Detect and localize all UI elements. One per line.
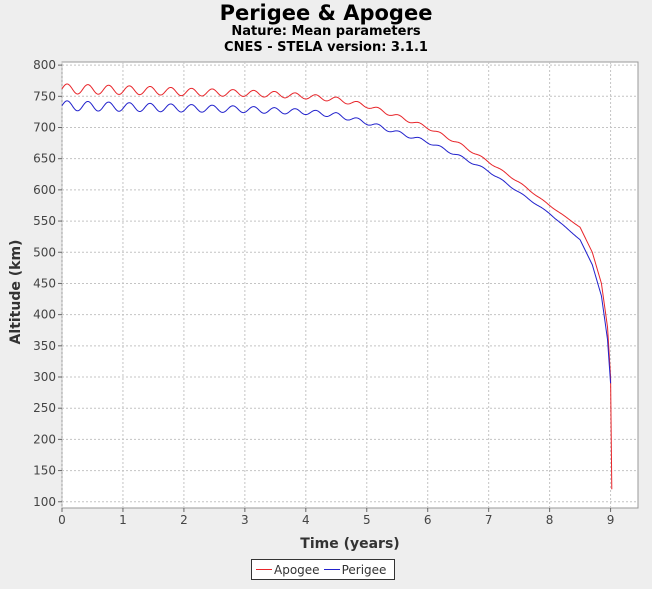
y-tick-label: 700 (33, 120, 56, 134)
y-tick-label: 300 (33, 370, 56, 384)
chart-subtitle: Nature: Mean parameters (231, 24, 421, 39)
y-tick-label: 400 (33, 308, 56, 322)
x-tick-label: 9 (607, 513, 615, 527)
series-lines (61, 83, 613, 490)
y-tick-label: 250 (33, 401, 56, 415)
legend: Apogee Perigee (251, 559, 396, 580)
series-line-apogee (61, 83, 613, 490)
x-tick-label: 5 (363, 513, 371, 527)
y-axis-ticks: 100 150 200 250 300 350 400 450 500 550 600 650 700 7… (33, 58, 62, 509)
plot-area (61, 61, 639, 509)
gridlines (61, 62, 638, 508)
x-tick-label: 2 (180, 513, 188, 527)
x-tick-label: 7 (485, 513, 493, 527)
x-axis-ticks: 0 1 2 3 4 5 6 7 8 9 (58, 508, 614, 527)
y-tick-label: 100 (33, 495, 56, 509)
x-tick-label: 3 (241, 513, 249, 527)
y-tick-label: 550 (33, 214, 56, 228)
y-tick-label: 800 (33, 58, 56, 72)
y-tick-label: 500 (33, 245, 56, 259)
y-tick-label: 350 (33, 339, 56, 353)
y-tick-label: 750 (33, 89, 56, 103)
y-axis-label: Altitude (km) (8, 240, 24, 345)
y-tick-label: 600 (33, 183, 56, 197)
x-axis-label: Time (years) (300, 536, 399, 552)
y-tick-label: 450 (33, 276, 56, 290)
x-tick-label: 6 (424, 513, 432, 527)
legend-label-apogee: Apogee (274, 562, 320, 577)
x-tick-label: 0 (58, 513, 66, 527)
legend-swatch-perigee (323, 569, 340, 570)
legend-item-apogee: Apogee (256, 563, 320, 577)
legend-label-perigee: Perigee (341, 562, 387, 577)
x-tick-label: 4 (302, 513, 310, 527)
y-tick-label: 200 (33, 432, 56, 446)
series-line-perigee (61, 100, 612, 384)
y-tick-label: 650 (33, 152, 56, 166)
x-tick-label: 8 (546, 513, 554, 527)
x-tick-label: 1 (119, 513, 127, 527)
chart-subtitle-version: CNES - STELA version: 3.1.1 (224, 40, 428, 55)
chart-title: Perigee & Apogee (219, 1, 433, 25)
legend-item-perigee: Perigee (323, 562, 387, 577)
y-tick-label: 150 (33, 464, 56, 478)
legend-swatch-apogee (256, 569, 272, 570)
